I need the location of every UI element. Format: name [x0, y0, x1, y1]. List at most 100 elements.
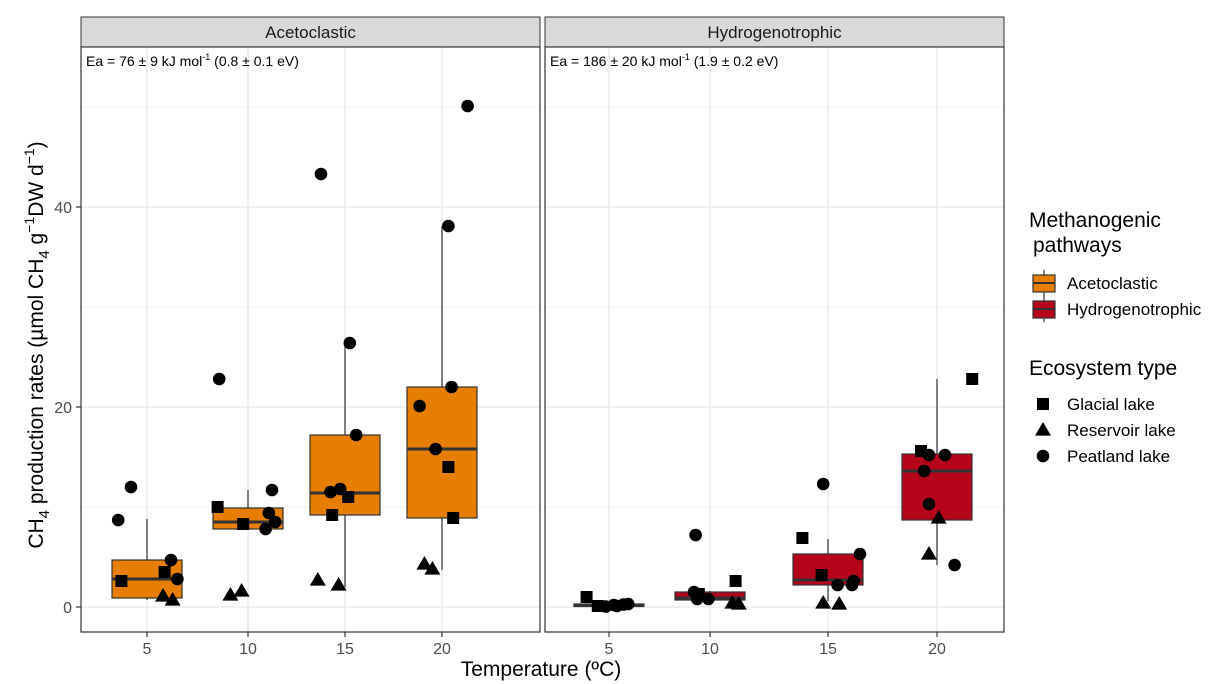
x-tick-label: 5 [143, 641, 152, 658]
y-axis-title-sub: 4 [36, 510, 53, 518]
panel-border [544, 46, 1005, 633]
activation-energy-label: Ea = 76 ± 9 kJ mol-1 (0.8 ± 0.1 eV) [86, 52, 299, 69]
panel-acetoclastic: Acetoclastic Ea = 76 ± 9 kJ mol-1 (0.8 ± … [80, 16, 541, 658]
legend-shape-title: Ecosystem type [1029, 357, 1177, 380]
annotation-text: (1.9 ± 0.2 eV) [690, 53, 779, 69]
data-point-peatland-lake [461, 99, 474, 113]
data-point-peatland-lake [164, 553, 178, 567]
data-point-reservoir-lake [330, 577, 347, 591]
data-point-reservoir-lake [831, 596, 848, 610]
data-point-glacial-lake [447, 512, 460, 524]
panel-hydrogenotrophic: Hydrogenotrophic Ea = 186 ± 20 kJ mol-1 (… [544, 16, 1005, 658]
data-point-peatland-lake [265, 483, 279, 497]
data-point-reservoir-lake [815, 595, 832, 609]
facet-strip-label: Acetoclastic [265, 23, 356, 42]
legend-label: Acetoclastic [1067, 274, 1158, 293]
data-point-peatland-lake [262, 506, 276, 520]
box-20 [901, 379, 973, 565]
data-point-glacial-lake [692, 588, 705, 600]
y-axis-title-middle: production rates (µmol CH [25, 259, 48, 510]
box-20 [406, 226, 478, 570]
data-point-peatland-lake [429, 442, 442, 456]
data-point-glacial-lake [158, 566, 171, 578]
data-point-reservoir-lake [164, 592, 181, 606]
annotation-text: (0.8 ± 0.1 eV) [210, 53, 299, 69]
data-point-reservoir-lake [424, 561, 441, 575]
legend-fill-title: pathways [1033, 234, 1122, 257]
legend-item-glacial-lake: Glacial lake [1037, 395, 1155, 414]
data-point-reservoir-lake [155, 588, 171, 602]
panel-background [545, 47, 1004, 632]
data-point-glacial-lake [580, 591, 593, 603]
data-point-peatland-lake [268, 515, 282, 529]
data-point-peatland-lake [917, 464, 931, 478]
data-point-glacial-lake [815, 569, 828, 581]
y-axis-title-sup1: −1 [21, 217, 37, 233]
data-point-peatland-lake [621, 597, 635, 611]
data-point-glacial-lake [326, 509, 339, 521]
data-point-glacial-lake [966, 373, 979, 385]
data-point-glacial-lake [342, 491, 355, 503]
legend-key-triangle [1035, 422, 1051, 436]
data-point-glacial-lake [442, 461, 455, 473]
annotation-text: Ea = 76 ± 9 kJ mol [86, 53, 202, 69]
data-point-peatland-lake [171, 572, 184, 586]
data-point-peatland-lake [853, 547, 867, 561]
y-axis-title-sub2: 4 [36, 250, 53, 258]
legend-key-circle [1036, 449, 1050, 463]
x-tick-label: 10 [239, 641, 257, 658]
facet-strip [544, 16, 1005, 48]
data-point-peatland-lake [831, 578, 844, 592]
legend-item-acetoclastic: Acetoclastic [1032, 270, 1158, 296]
y-axis-title-g: g [25, 233, 48, 251]
data-point-glacial-lake [729, 575, 742, 587]
x-tick-label: 20 [928, 641, 946, 658]
facet-panels: Acetoclastic Ea = 76 ± 9 kJ mol-1 (0.8 ± … [54, 16, 1005, 658]
facet-strip-label: Hydrogenotrophic [707, 23, 842, 42]
legend-label: Reservoir lake [1067, 421, 1176, 440]
data-point-glacial-lake [211, 501, 224, 513]
data-point-peatland-lake [702, 592, 715, 606]
data-point-peatland-lake [212, 372, 226, 386]
box-iqr [901, 453, 973, 521]
data-point-peatland-lake [324, 485, 337, 499]
data-point-peatland-lake [349, 428, 363, 442]
y-tick-label: 0 [63, 600, 72, 617]
x-tick-label: 15 [336, 641, 354, 658]
legend-item-hydrogenotrophic: Hydrogenotrophic [1032, 296, 1202, 322]
legend-label: Hydrogenotrophic [1067, 300, 1202, 319]
data-point-reservoir-lake [222, 587, 239, 601]
data-point-peatland-lake [816, 477, 830, 491]
data-point-peatland-lake [445, 380, 458, 394]
data-point-reservoir-lake [730, 596, 747, 610]
activation-energy-label: Ea = 186 ± 20 kJ mol-1 (1.9 ± 0.2 eV) [550, 52, 778, 69]
legend-label: Peatland lake [1067, 447, 1170, 466]
annotation-superscript: -1 [202, 52, 210, 62]
panel-border [80, 46, 541, 633]
legend-item-reservoir-lake: Reservoir lake [1035, 421, 1176, 440]
x-tick-label: 20 [433, 641, 451, 658]
data-point-peatland-lake [845, 578, 859, 592]
data-point-peatland-lake [922, 497, 936, 511]
y-tick-label: 40 [54, 200, 72, 217]
data-point-reservoir-lake [309, 572, 326, 586]
y-axis-title: CH4 production rates (µmol CH4 g−1DW d−1… [21, 141, 53, 548]
data-point-peatland-lake [413, 399, 426, 413]
y-axis-title-prefix: CH [25, 518, 48, 548]
data-point-reservoir-lake [233, 583, 250, 597]
data-point-reservoir-lake [416, 556, 433, 570]
y-axis-title-dw: DW d [25, 164, 48, 217]
data-point-glacial-lake [115, 575, 128, 587]
data-point-peatland-lake [343, 336, 357, 350]
legend-fill-title: Methanogenic [1029, 209, 1161, 232]
data-point-reservoir-lake [930, 510, 947, 524]
x-tick-label: 5 [605, 641, 614, 658]
legend-label: Glacial lake [1067, 395, 1155, 414]
data-point-peatland-lake [689, 528, 702, 542]
y-axis-title-sup2: −1 [21, 148, 37, 164]
panel-background [81, 47, 540, 632]
x-axis-title: Temperature (ºC) [461, 658, 622, 681]
data-point-peatland-lake [124, 480, 138, 494]
x-tick-label: 15 [819, 641, 837, 658]
